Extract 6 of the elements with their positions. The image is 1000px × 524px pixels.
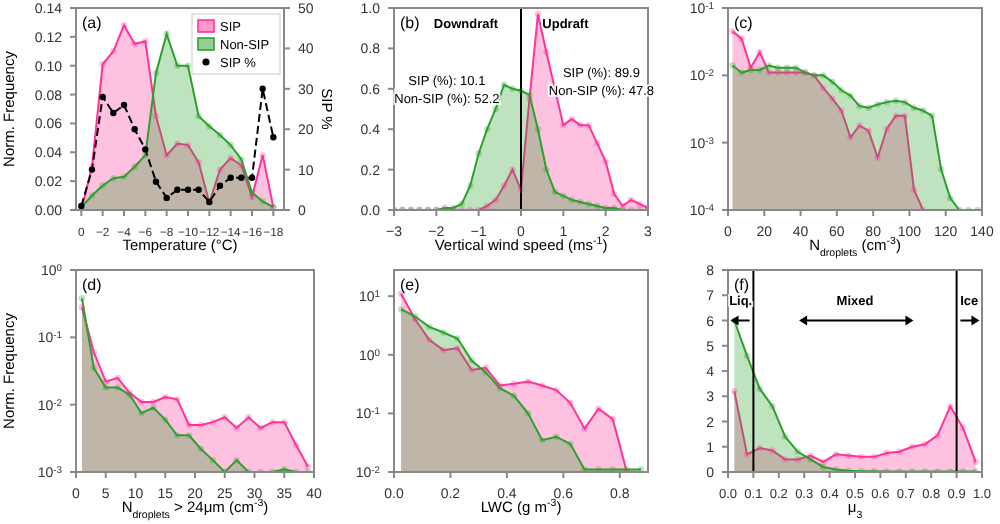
chart-title: (e) [400, 276, 421, 294]
chart-title: (f) [734, 276, 750, 294]
chart-title: (d) [82, 276, 103, 294]
chart-title: (b) [400, 14, 421, 32]
chart-title: (a) [82, 14, 103, 32]
chart-title: (c) [734, 14, 754, 32]
